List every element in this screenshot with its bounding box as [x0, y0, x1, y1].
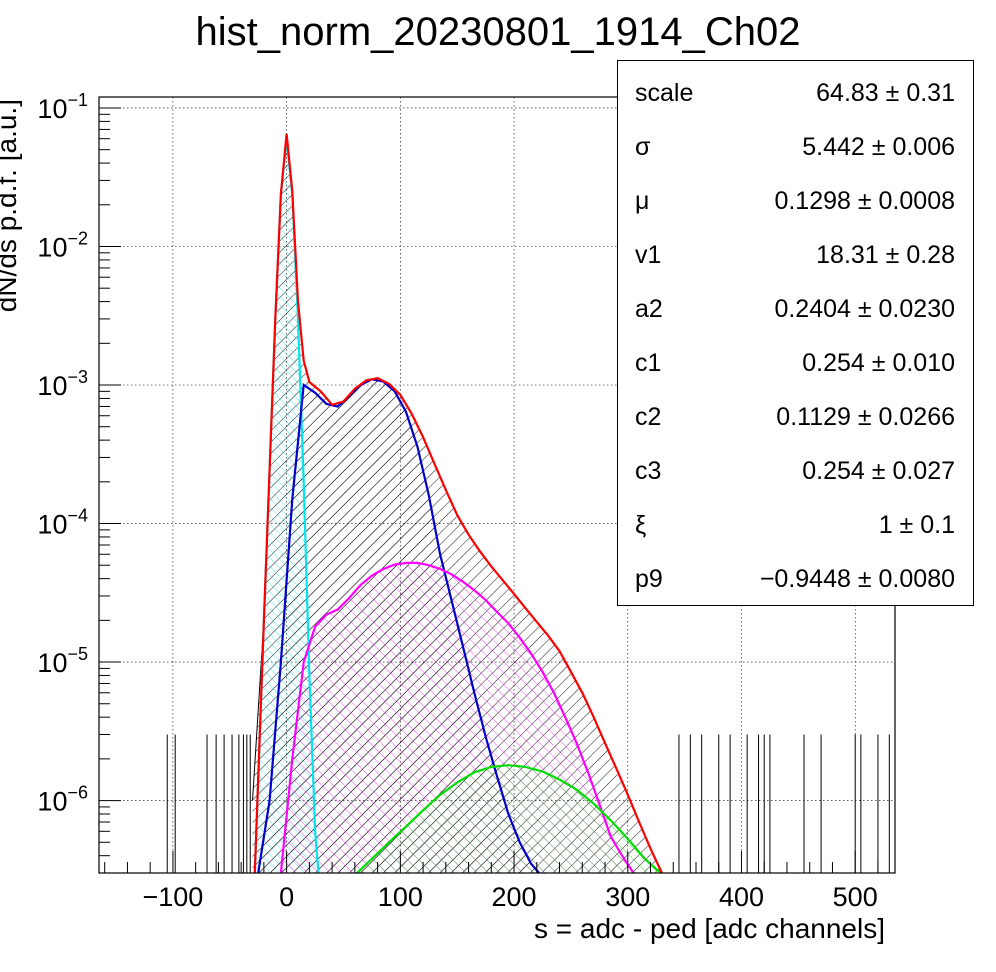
- stats-param-value: −0.9448 ± 0.0080: [759, 565, 955, 593]
- stats-param-name: ξ: [635, 511, 647, 539]
- stats-param-value: 1 ± 0.1: [878, 511, 955, 539]
- stats-row: scale 64.83 ± 0.31: [618, 79, 973, 133]
- stats-param-value: 0.254 ± 0.027: [802, 457, 955, 485]
- x-tick-label: −100: [143, 882, 204, 912]
- total-fit-curve: [253, 133, 664, 873]
- x-tick-label: 100: [378, 882, 423, 912]
- stats-param-value: 18.31 ± 0.28: [816, 241, 955, 269]
- stats-row: σ 5.442 ± 0.006: [618, 133, 973, 187]
- stats-param-name: v1: [635, 241, 662, 269]
- x-tick-label: 500: [833, 882, 878, 912]
- y-tick-label: 10−5: [37, 644, 88, 678]
- stats-param-name: p9: [635, 565, 663, 593]
- stats-param-value: 5.442 ± 0.006: [802, 133, 955, 161]
- chart-title: hist_norm_20230801_1914_Ch02: [195, 10, 801, 54]
- x-tick-label: 0: [279, 882, 294, 912]
- fit-stats-box: scale 64.83 ± 0.31 σ 5.442 ± 0.006 μ 0.1298 ±…: [617, 60, 974, 606]
- green-component-curve: [356, 764, 663, 873]
- stats-param-value: 0.1298 ± 0.0008: [774, 187, 955, 215]
- x-tick-label: 400: [719, 882, 764, 912]
- stats-param-name: scale: [635, 79, 694, 107]
- stats-param-name: c2: [635, 403, 662, 431]
- stats-param-value: 64.83 ± 0.31: [816, 79, 955, 107]
- stats-row: ξ 1 ± 0.1: [618, 511, 973, 565]
- blue-component-curve: [257, 378, 540, 873]
- y-tick-label: 10−2: [37, 228, 88, 262]
- stats-row: p9 −0.9448 ± 0.0080: [618, 565, 973, 619]
- stats-param-name: σ: [635, 133, 651, 161]
- x-axis-label: s = adc - ped [adc channels]: [534, 913, 885, 944]
- stats-row: c3 0.254 ± 0.027: [618, 457, 973, 511]
- stats-row: v1 18.31 ± 0.28: [618, 241, 973, 295]
- x-tick-label: 200: [492, 882, 537, 912]
- x-tick-label: 300: [605, 882, 650, 912]
- stats-param-value: 0.2404 ± 0.0230: [774, 295, 955, 323]
- y-tick-label: 10−1: [37, 90, 88, 124]
- stats-param-name: c3: [635, 457, 662, 485]
- stats-row: c1 0.254 ± 0.010: [618, 349, 973, 403]
- y-tick-label: 10−3: [37, 367, 88, 401]
- y-tick-label: 10−6: [37, 783, 88, 817]
- stats-param-value: 0.1129 ± 0.0266: [776, 403, 955, 431]
- stats-row: a2 0.2404 ± 0.0230: [618, 295, 973, 349]
- stats-param-name: c1: [635, 349, 662, 377]
- stats-param-name: a2: [635, 295, 663, 323]
- y-axis-label: dN/ds p.d.f. [a.u.]: [0, 99, 22, 312]
- stats-row: μ 0.1298 ± 0.0008: [618, 187, 973, 241]
- stats-param-value: 0.254 ± 0.010: [802, 349, 955, 377]
- stats-row: c2 0.1129 ± 0.0266: [618, 403, 973, 457]
- y-tick-label: 10−4: [37, 506, 88, 540]
- stats-param-name: μ: [635, 187, 650, 215]
- magenta-component-curve: [279, 561, 636, 873]
